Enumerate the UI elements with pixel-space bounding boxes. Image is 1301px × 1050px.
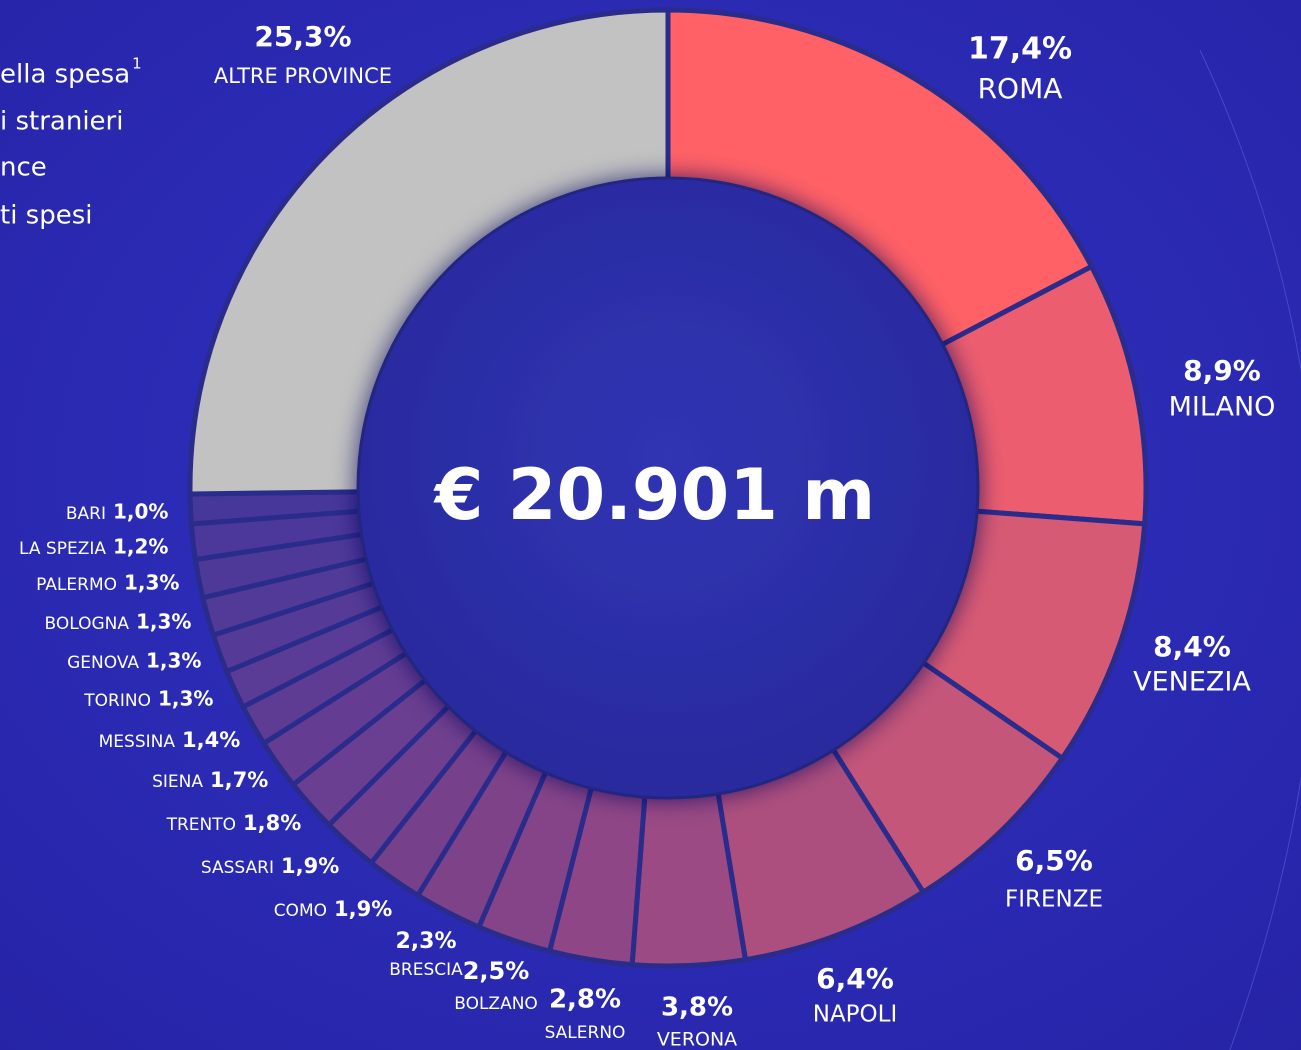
category-label: LA SPEZIA — [19, 539, 106, 559]
value-label: 1,3% — [136, 610, 191, 634]
side-text: i stranieri — [0, 107, 123, 137]
category-label: MESSINA — [99, 732, 176, 752]
value-label: 2,3% — [395, 929, 456, 954]
category-label: BARI — [66, 504, 106, 524]
value-label: 17,4% — [968, 32, 1072, 67]
side-text: ella spesa — [0, 60, 130, 90]
category-label: VERONA — [657, 1029, 737, 1050]
category-label: NAPOLI — [813, 1002, 898, 1028]
value-label: 1,7% — [210, 768, 268, 792]
category-label: PALERMO — [36, 575, 117, 595]
value-label: 8,4% — [1153, 630, 1231, 663]
category-label: BOLZANO — [454, 994, 538, 1014]
value-label: 1,9% — [281, 854, 339, 878]
value-label: 3,8% — [661, 993, 733, 1023]
value-label: 1,3% — [158, 687, 213, 711]
center-label: € 20.901 m — [433, 454, 876, 536]
value-label: 1,3% — [124, 571, 179, 595]
category-label: VENEZIA — [1133, 667, 1251, 698]
category-label: SIENA — [152, 772, 203, 792]
value-label: 1,0% — [113, 500, 168, 524]
category-label: ALTRE PROVINCE — [214, 64, 392, 88]
category-label: SALERNO — [545, 1023, 626, 1043]
category-label: MILANO — [1169, 392, 1276, 423]
value-label: 1,4% — [182, 728, 240, 752]
footnote-mark: 1 — [132, 55, 142, 73]
category-label: BOLOGNA — [44, 614, 129, 634]
donut-hole — [356, 176, 980, 800]
value-label: 25,3% — [254, 20, 351, 53]
value-label: 2,5% — [463, 957, 530, 985]
decor-arc — [1199, 49, 1301, 1050]
value-label: 1,3% — [146, 649, 201, 673]
category-label: GENOVA — [67, 653, 139, 673]
value-label: 1,8% — [243, 811, 301, 835]
value-label: 6,5% — [1015, 844, 1093, 877]
category-label: TRENTO — [166, 815, 236, 835]
category-label: SASSARI — [201, 858, 274, 878]
value-label: 8,9% — [1183, 354, 1261, 387]
category-label: BRESCIA — [389, 960, 463, 980]
category-label: FIRENZE — [1005, 887, 1103, 913]
value-label: 1,9% — [334, 897, 392, 921]
category-label: COMO — [274, 901, 327, 921]
value-label: 1,2% — [113, 535, 168, 559]
value-label: 6,4% — [816, 962, 894, 995]
value-label: 2,8% — [549, 985, 621, 1015]
category-label: ROMA — [978, 72, 1063, 105]
side-text: nce — [0, 153, 47, 183]
category-label: TORINO — [83, 691, 151, 711]
side-text: ti spesi — [0, 201, 93, 231]
